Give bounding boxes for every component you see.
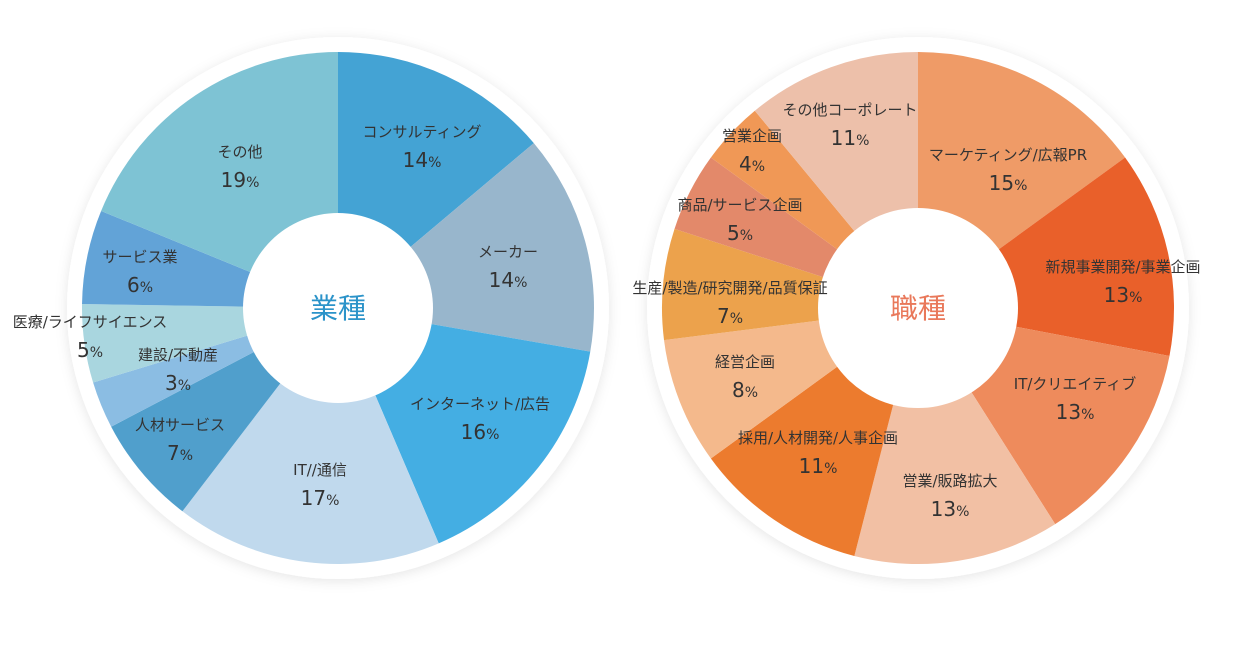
slice-label: 採用/人材開発/人事企画 bbox=[738, 429, 898, 447]
slice-value-label: 15% bbox=[989, 171, 1028, 195]
slice-value-label: 8% bbox=[732, 378, 758, 402]
pie-slice-3 bbox=[182, 308, 439, 564]
slice-value-label: 5% bbox=[727, 221, 753, 245]
slice-value-label: 11% bbox=[799, 454, 838, 478]
slice-value-label: 13% bbox=[931, 497, 970, 521]
slice-label: 商品/サービス企画 bbox=[677, 196, 802, 214]
slice-label: IT/クリエイティブ bbox=[1014, 375, 1136, 393]
slice-label: その他 bbox=[217, 143, 262, 161]
slice-value-label: 7% bbox=[717, 304, 743, 328]
slice-label: 新規事業開発/事業企画 bbox=[1045, 258, 1200, 276]
slice-value-label: 16% bbox=[461, 420, 500, 444]
slice-value-label: 11% bbox=[831, 126, 870, 150]
slice-value-label: 4% bbox=[739, 152, 765, 176]
slice-label: 人材サービス bbox=[135, 416, 225, 434]
chart-center-title: 業種 bbox=[310, 292, 366, 325]
donut-hole bbox=[818, 208, 1018, 408]
slice-label: 医療/ライフサイエンス bbox=[13, 313, 168, 331]
slice-label: サービス業 bbox=[102, 248, 177, 266]
slice-label: 建設/不動産 bbox=[138, 346, 218, 364]
slice-label: インターネット/広告 bbox=[410, 395, 550, 413]
slice-label: 営業企画 bbox=[722, 127, 782, 145]
slice-value-label: 3% bbox=[165, 371, 191, 395]
slice-label: メーカー bbox=[478, 243, 538, 261]
chart-center-title: 職種 bbox=[890, 292, 946, 325]
slice-value-label: 7% bbox=[167, 441, 193, 465]
slice-value-label: 14% bbox=[403, 148, 442, 172]
slice-value-label: 13% bbox=[1104, 283, 1143, 307]
slice-label: 営業/販路拡大 bbox=[902, 472, 997, 490]
slice-value-label: 13% bbox=[1056, 400, 1095, 424]
slice-label: マーケティング/広報PR bbox=[929, 146, 1087, 164]
slice-label: その他コーポレート bbox=[782, 101, 917, 119]
slice-label: IT//通信 bbox=[293, 461, 347, 479]
slice-value-label: 14% bbox=[489, 268, 528, 292]
donut-hole bbox=[243, 213, 433, 403]
slice-label: コンサルティング bbox=[362, 123, 481, 141]
slice-value-label: 19% bbox=[221, 168, 260, 192]
slice-value-label: 17% bbox=[301, 486, 340, 510]
slice-label: 生産/製造/研究開発/品質保証 bbox=[632, 279, 827, 297]
slice-value-label: 6% bbox=[127, 273, 153, 297]
slice-value-label: 5% bbox=[77, 338, 103, 362]
industry-donut-chart: 業種 コンサルティング 14% メーカー 14% インターネット/広告 16% IT//通信 1… bbox=[13, 37, 609, 579]
job-type-donut-chart: 職種 マーケティング/広報PR 15% 新規事業開発/事業企画 13% IT/クリエイティ… bbox=[632, 37, 1201, 579]
slice-label: 経営企画 bbox=[715, 353, 775, 371]
